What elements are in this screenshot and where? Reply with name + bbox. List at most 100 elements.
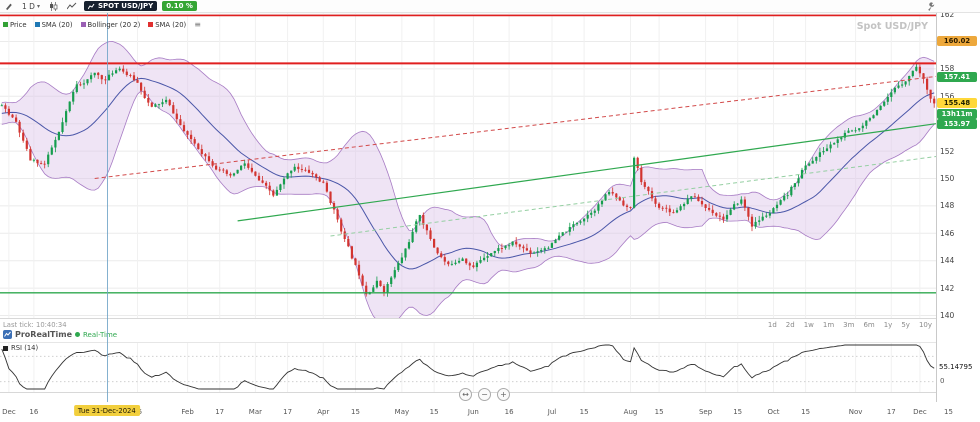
price-axis-label: 144 xyxy=(940,256,955,266)
timeframe-selector[interactable]: 1 D ▾ xyxy=(20,2,42,11)
date-axis-label: 15 xyxy=(429,408,439,416)
rsi-current-value: 55.14795 xyxy=(939,363,973,371)
zoom-in-icon[interactable]: + xyxy=(497,388,510,401)
date-axis-label: 15 xyxy=(801,408,811,416)
price-axis-label: 152 xyxy=(940,146,955,156)
legend-item-price[interactable]: Price xyxy=(3,21,27,29)
rsi-pane-top-border xyxy=(0,342,936,343)
rsi-axis-zero-label: 0 xyxy=(940,377,945,385)
range-button-5y[interactable]: 5y xyxy=(901,321,910,329)
date-axis-label: Dec xyxy=(913,408,927,416)
crosshair-date-tag: Tue 31-Dec-2024 xyxy=(73,405,140,416)
date-axis-label: 16 xyxy=(504,408,514,416)
trendline xyxy=(330,156,936,237)
date-axis-label: 15 xyxy=(733,408,743,416)
rsi-legend[interactable]: RSI (14) xyxy=(3,344,38,352)
time-range-buttons: 1d 2d 1w 1m 3m 6m 1y 5y 10y xyxy=(768,321,932,329)
date-axis-label: Jun xyxy=(467,408,479,416)
date-axis-label: 15 xyxy=(654,408,664,416)
pan-horizontal-icon[interactable]: ↔ xyxy=(459,388,472,401)
price-axis-label: 156 xyxy=(940,91,955,101)
legend-item-bollinger-20-2[interactable]: Bollinger (20 2) xyxy=(80,20,141,29)
instrument-badge[interactable]: SPOT USD/JPY xyxy=(83,1,158,11)
legend-menu-icon[interactable]: ≡ xyxy=(194,20,201,29)
date-axis-label: Sep xyxy=(698,408,713,416)
zoom-out-icon[interactable]: − xyxy=(478,388,491,401)
rsi-legend-swatch xyxy=(3,345,8,351)
date-axis-label: 16 xyxy=(29,408,39,416)
trendline-value-tag: 157.41 xyxy=(937,71,977,82)
indicators-icon[interactable] xyxy=(65,2,79,10)
range-button-2d[interactable]: 2d xyxy=(785,321,795,329)
candles xyxy=(0,62,936,297)
brand-name: ProRealTime xyxy=(15,330,72,339)
date-axis-label: Dec xyxy=(2,408,16,416)
last-tick-time: Last tick: 10:40:34 xyxy=(3,321,67,329)
date-axis-label: 17 xyxy=(283,408,293,416)
level-value-tag: 160.02 xyxy=(937,36,977,47)
price-axis[interactable]: 55.14795 0 14014214414614815015215415615… xyxy=(936,0,980,422)
price-axis-label: 148 xyxy=(940,201,955,211)
sma-line xyxy=(1,77,935,270)
range-button-10y[interactable]: 10y xyxy=(918,321,932,329)
realtime-status-label: Real-Time xyxy=(83,330,118,339)
price-axis-label: 162 xyxy=(940,9,955,19)
date-axis-label: Mar xyxy=(248,408,262,416)
price-axis-label: 158 xyxy=(940,64,955,74)
trendline xyxy=(237,123,936,222)
change-badge: 0.10 % xyxy=(162,1,197,11)
chevron-down-icon: ▾ xyxy=(36,2,40,10)
range-button-6m[interactable]: 6m xyxy=(863,321,875,329)
date-axis-label: 15 xyxy=(944,408,953,416)
realtime-status-icon xyxy=(75,332,80,337)
timeframe-label: 1 D xyxy=(22,1,35,11)
legend-swatch-icon xyxy=(148,22,154,27)
instrument-label: SPOT USD/JPY xyxy=(97,2,154,10)
wrench-icon[interactable] xyxy=(925,1,938,11)
zoom-controls: ↔ − + xyxy=(459,388,510,401)
legend-label: Bollinger (20 2) xyxy=(87,20,141,29)
trendline-value-tag: 153.97 xyxy=(937,119,977,130)
last-price-tag: 155.48 xyxy=(937,98,977,109)
date-axis-label: 15 xyxy=(579,408,589,416)
range-button-1y[interactable]: 1y xyxy=(883,321,893,329)
candle-countdown-tag: 13h11m xyxy=(937,109,977,120)
price-axis-label: 150 xyxy=(940,173,955,183)
instrument-watermark: Spot USD/JPY xyxy=(856,21,928,32)
legend-swatch-icon xyxy=(34,22,40,27)
crosshair-vertical-line xyxy=(106,12,108,402)
date-axis-label: 17 xyxy=(215,408,225,416)
legend-item-sma-20[interactable]: SMA (20) xyxy=(34,20,73,29)
instrument-icon xyxy=(87,3,95,9)
date-axis-label: Nov xyxy=(848,408,863,416)
toolbar: 1 D ▾ SPOT USD/JPY 0.10 % xyxy=(0,0,980,13)
range-button-3m[interactable]: 3m xyxy=(843,321,855,329)
draw-tools-icon[interactable] xyxy=(3,2,15,10)
date-axis-label: Apr xyxy=(317,408,330,416)
legend-item-sma-20[interactable]: SMA (20) xyxy=(148,21,186,29)
price-axis-label: 146 xyxy=(940,228,955,238)
range-button-1m[interactable]: 1m xyxy=(822,321,835,329)
rsi-indicator-chart[interactable] xyxy=(0,342,936,392)
chart-legend: Price SMA (20) Bollinger (20 2) SMA (20) ≡ xyxy=(3,20,201,29)
brand-logo-icon xyxy=(3,330,12,339)
range-button-1w[interactable]: 1w xyxy=(803,321,814,329)
chart-type-icon[interactable] xyxy=(47,1,60,11)
platform-brand: ProRealTime Real-Time xyxy=(3,330,117,339)
date-axis-label: May xyxy=(394,408,410,416)
date-axis[interactable]: Tue 31-Dec-2024 Dec 16 16 Feb 17 Mar 17 Apr 15 Ma… xyxy=(0,402,980,422)
date-axis-label: Feb xyxy=(181,408,194,416)
legend-label: SMA (20) xyxy=(41,20,73,29)
legend-label: Price xyxy=(10,20,27,29)
date-axis-label: Oct xyxy=(767,408,780,416)
legend-swatch-icon xyxy=(80,22,86,27)
price-axis-label: 140 xyxy=(940,310,955,320)
price-axis-label: 142 xyxy=(940,283,955,293)
date-axis-label: 17 xyxy=(886,408,896,416)
main-price-chart[interactable] xyxy=(0,12,936,318)
legend-swatch-icon xyxy=(3,22,8,27)
price-axis-border xyxy=(936,12,937,402)
rsi-line xyxy=(1,344,935,390)
range-button-1d[interactable]: 1d xyxy=(767,321,777,329)
